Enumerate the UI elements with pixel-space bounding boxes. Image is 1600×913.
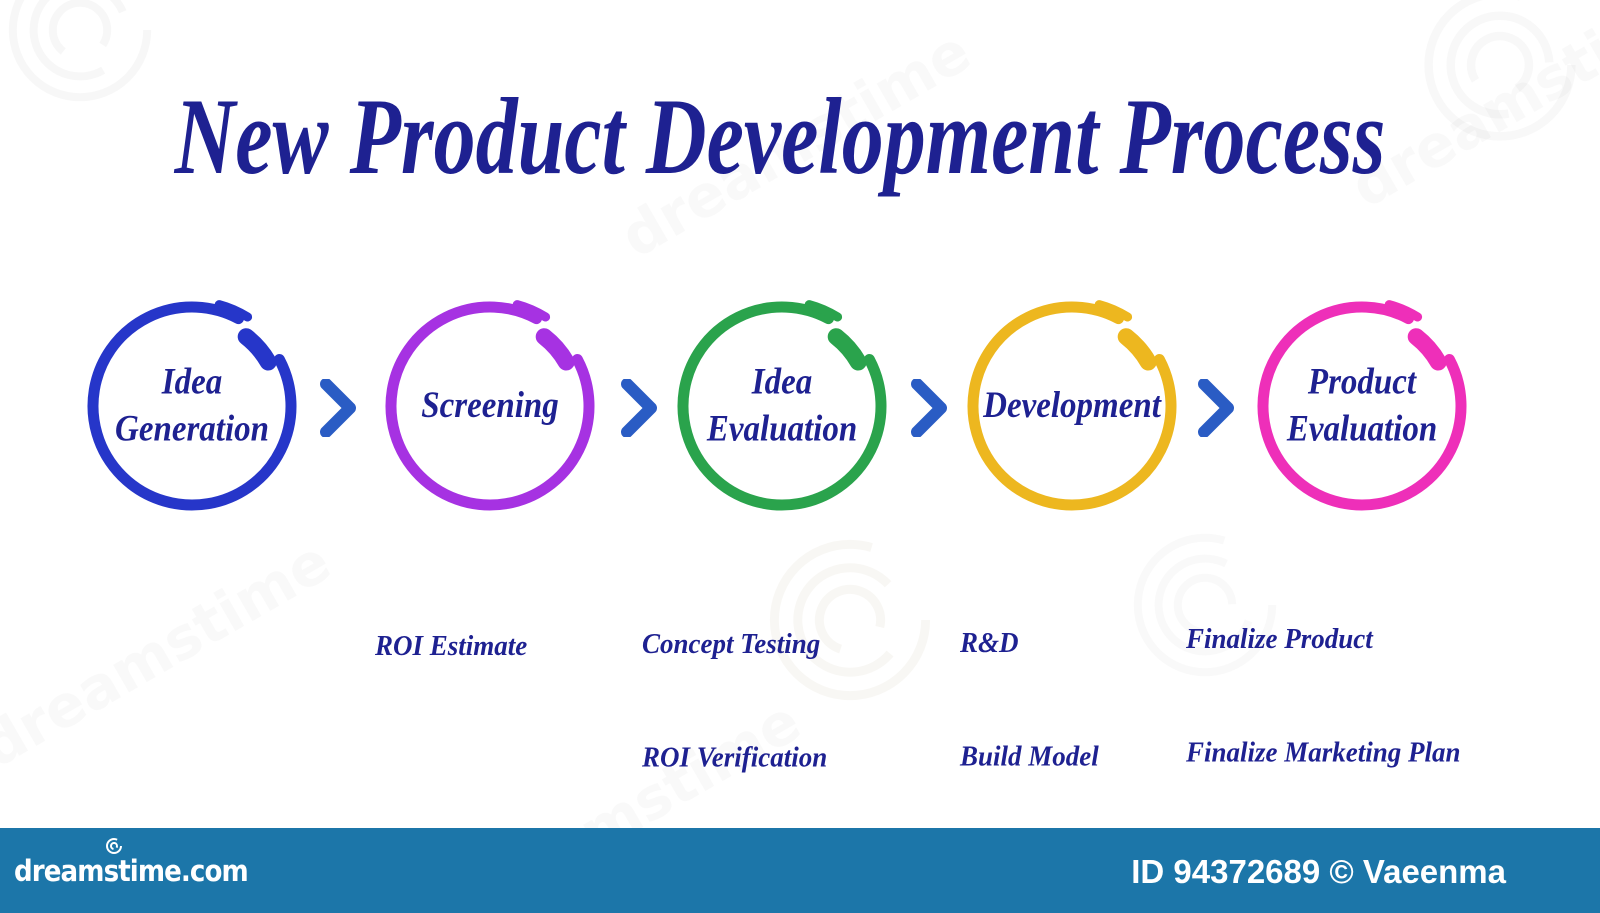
dreamstime-spiral-icon (769, 539, 931, 701)
stage-idea-evaluation: Idea Evaluation (668, 292, 896, 520)
stage-label-line: Evaluation (706, 409, 858, 450)
chevron-right-icon (621, 379, 657, 437)
hand-drawn-circle-icon (1257, 300, 1467, 511)
stage-development: Development (958, 292, 1186, 520)
stage-product-evaluation: Product Evaluation (1248, 292, 1476, 520)
substep-label: Finalize Product (1186, 622, 1373, 655)
stage-label-line: Evaluation (1286, 409, 1438, 450)
watermark-text: dreamstime (0, 526, 342, 782)
substep-label: Concept Testing (642, 627, 821, 660)
chevron-right-icon (1198, 379, 1234, 437)
hand-drawn-circle-icon (967, 300, 1177, 511)
stage-label-line: Idea (161, 362, 223, 403)
stage-label: Screening (384, 278, 596, 533)
chevron-right-icon (320, 379, 356, 437)
dreamstime-spiral-icon (1133, 533, 1277, 677)
substeps-screening: ROI Estimate (375, 551, 527, 740)
stage-label-line: Development (983, 385, 1161, 427)
substep-label: R&D (960, 626, 1019, 659)
stage-label: Development (966, 278, 1178, 533)
hand-drawn-circle-icon (677, 300, 887, 511)
stage-screening: Screening (376, 292, 604, 520)
stage-idea-generation: Idea Generation (78, 292, 306, 520)
stage-label-line: Product (1307, 362, 1417, 403)
hand-drawn-circle-icon (385, 300, 595, 511)
stage-label: Idea Evaluation (676, 278, 888, 533)
hand-drawn-circle-icon (87, 300, 297, 511)
stage-label: Idea Generation (86, 278, 298, 533)
watermark-bar: dreamstime.com ID 94372689 © Vaeenma (0, 828, 1600, 913)
substeps-idea-evaluation: Concept Testing ROI Verification (642, 549, 827, 851)
substep-label: Build Model (960, 740, 1099, 772)
dreamstime-spiral-icon (106, 838, 122, 854)
dreamstime-spiral-icon (1424, 0, 1576, 141)
stage-label: Product Evaluation (1256, 278, 1468, 533)
stage-label-line: Generation (114, 409, 269, 450)
dreamstime-logo: dreamstime.com (14, 854, 249, 888)
substep-label: ROI Verification (642, 741, 828, 773)
dreamstime-spiral-icon (8, 0, 152, 102)
stage-label-line: Idea (751, 362, 813, 403)
image-credit: ID 94372689 © Vaeenma (1131, 853, 1506, 890)
page-title: New Product Development Process (174, 76, 1386, 198)
stage-label-line: Screening (421, 385, 559, 427)
substep-label: ROI Estimate (375, 629, 528, 662)
chevron-right-icon (911, 379, 947, 437)
substep-label: Finalize Marketing Plan (1186, 736, 1461, 768)
